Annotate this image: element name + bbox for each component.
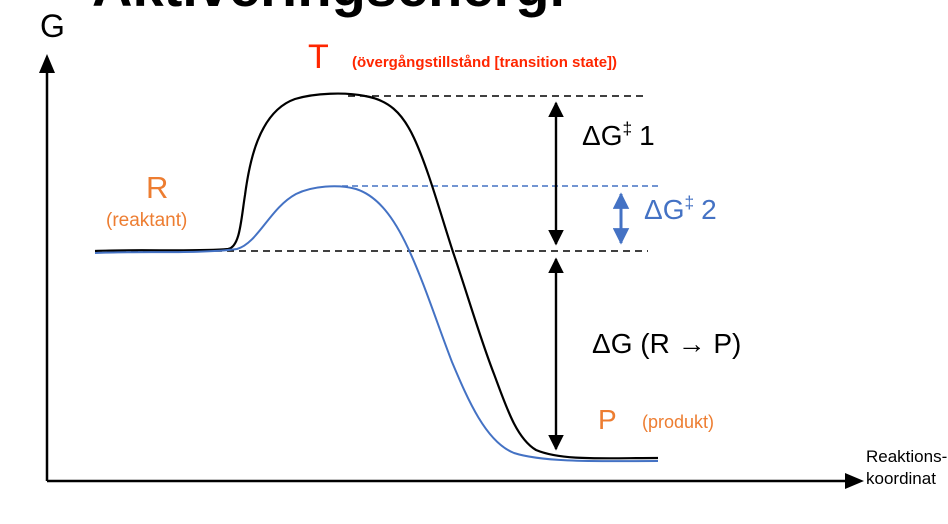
product-symbol: P: [598, 404, 617, 435]
x-axis-label-line1: Reaktions-: [866, 447, 948, 466]
page-title: Aktiveringsenergi: [92, 0, 565, 19]
dg1-dagger: ‡: [622, 118, 633, 139]
dg2-base: ΔG: [644, 194, 685, 225]
dg-overall-label: ΔG (R → P): [592, 328, 742, 359]
dg1-number: 1: [639, 120, 655, 151]
dg1-base: ΔG: [582, 120, 623, 151]
transition-state-note: (övergångstillstånd [transition state]): [352, 54, 618, 71]
x-axis-arrowhead-icon: [845, 473, 864, 489]
reactant-symbol: R: [146, 170, 169, 205]
catalyzed-curve: [94, 185, 659, 463]
x-axis-label: Reaktions- koordinat: [866, 446, 947, 490]
reactant-note: (reaktant): [106, 210, 188, 231]
dg2-dagger: ‡: [684, 192, 695, 213]
y-axis-arrowhead-icon: [39, 54, 55, 73]
dg2-label: ΔG‡ 2: [644, 194, 717, 226]
dg1-label: ΔG‡ 1: [582, 120, 655, 152]
x-axis-label-line2: koordinat: [866, 469, 936, 489]
dg2-number: 2: [701, 194, 717, 225]
uncatalyzed-curve: [94, 92, 659, 460]
product-note: (produkt): [642, 412, 715, 432]
y-axis-label: G: [40, 8, 65, 44]
transition-state-symbol: T: [308, 38, 329, 76]
